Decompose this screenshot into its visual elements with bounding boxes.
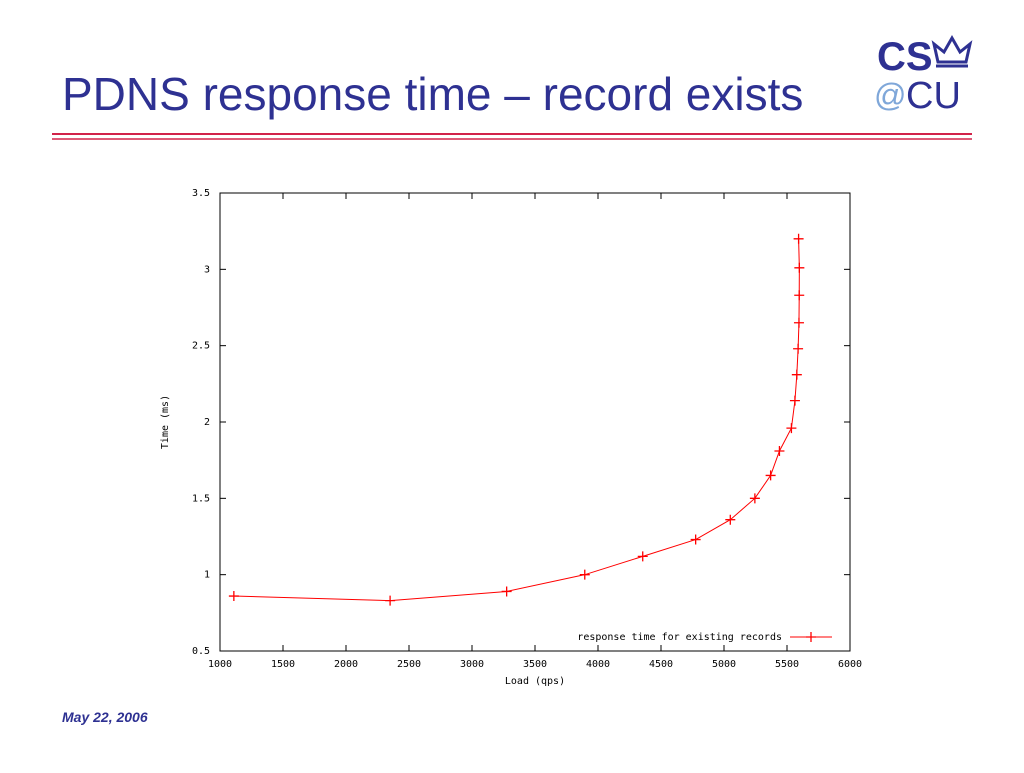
slide-title: PDNS response time – record exists xyxy=(62,68,803,120)
x-tick-label: 2000 xyxy=(334,659,358,670)
y-tick-label: 2.5 xyxy=(192,341,210,352)
y-tick-label: 0.5 xyxy=(192,646,210,657)
point xyxy=(793,343,804,354)
logo-crown xyxy=(931,34,973,68)
point xyxy=(725,514,736,525)
y-tick-label: 1 xyxy=(204,570,210,581)
legend-marker xyxy=(806,632,816,642)
x-tick-label: 5000 xyxy=(712,659,736,670)
point xyxy=(765,470,776,481)
point xyxy=(749,493,760,504)
y-axis-label: Time (ms) xyxy=(160,395,171,449)
point xyxy=(637,551,648,562)
point xyxy=(786,423,797,434)
plot-frame xyxy=(219,192,851,652)
point xyxy=(794,262,805,273)
point xyxy=(794,290,805,301)
x-tick-label: 3000 xyxy=(460,659,484,670)
legend-label: response time for existing records xyxy=(577,632,782,643)
point xyxy=(793,317,804,328)
point xyxy=(789,395,800,406)
point xyxy=(501,586,512,597)
x-tick-label: 4500 xyxy=(649,659,673,670)
x-tick-label: 5500 xyxy=(775,659,799,670)
x-tick-label: 2500 xyxy=(397,659,421,670)
x-tick-label: 6000 xyxy=(838,659,862,670)
x-tick-label: 4000 xyxy=(586,659,610,670)
data-line xyxy=(233,238,800,602)
logo-bottom: CU xyxy=(906,75,961,117)
logo: CS @ CU xyxy=(874,34,973,117)
point xyxy=(690,534,701,545)
y-tick-label: 3.5 xyxy=(192,188,210,199)
logo-top: CS xyxy=(877,35,933,79)
x-axis-label: Load (qps) xyxy=(505,676,565,687)
point xyxy=(579,569,590,580)
logo-at: @ xyxy=(874,77,906,113)
x-tick-label: 3500 xyxy=(523,659,547,670)
point xyxy=(774,446,785,457)
point xyxy=(793,233,804,244)
y-tick-label: 3 xyxy=(204,264,210,275)
point xyxy=(228,591,239,602)
y-tick-label: 1.5 xyxy=(192,493,210,504)
date: May 22, 2006 xyxy=(62,709,148,725)
y-tick-label: 2 xyxy=(204,417,210,428)
x-tick-label: 1500 xyxy=(271,659,295,670)
x-tick-label: 1000 xyxy=(208,659,232,670)
point xyxy=(791,369,802,380)
point xyxy=(385,595,396,606)
